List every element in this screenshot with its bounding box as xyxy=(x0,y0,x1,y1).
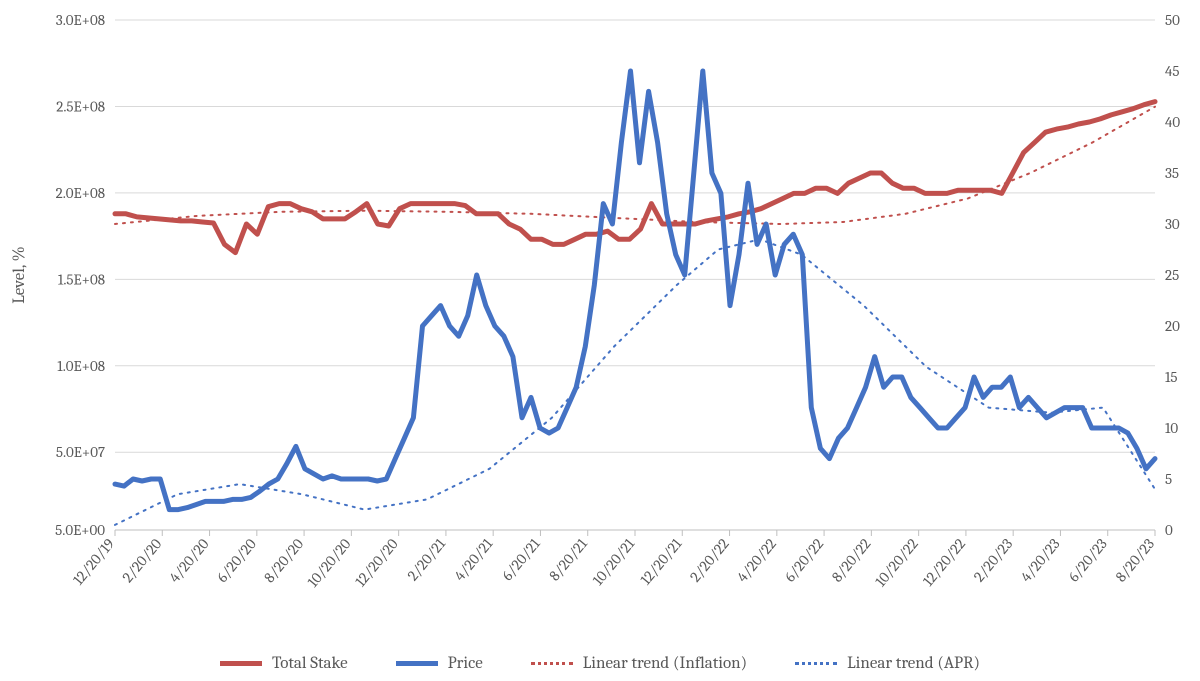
svg-text:15: 15 xyxy=(1165,368,1178,386)
svg-text:10/20/20: 10/20/20 xyxy=(304,535,355,591)
svg-text:2/20/23: 2/20/23 xyxy=(970,535,1016,585)
legend-swatch-trend-apr xyxy=(795,662,837,665)
svg-text:8/20/21: 8/20/21 xyxy=(545,535,591,585)
svg-text:12/20/19: 12/20/19 xyxy=(69,535,118,588)
svg-text:35: 35 xyxy=(1165,164,1179,182)
svg-text:0: 0 xyxy=(1165,521,1173,539)
svg-text:4/20/23: 4/20/23 xyxy=(1017,535,1064,586)
svg-text:2/20/21: 2/20/21 xyxy=(404,535,450,585)
legend-item-total-stake: Total Stake xyxy=(220,654,348,673)
svg-text:40: 40 xyxy=(1165,113,1180,131)
legend-item-trend-apr: Linear trend (APR) xyxy=(795,654,980,673)
svg-text:Level, %: Level, % xyxy=(10,246,29,303)
svg-text:10/20/22: 10/20/22 xyxy=(871,535,921,590)
svg-text:8/20/23: 8/20/23 xyxy=(1112,535,1159,586)
svg-text:12/20/20: 12/20/20 xyxy=(351,535,402,590)
svg-text:12/20/21: 12/20/21 xyxy=(636,535,685,589)
legend-item-trend-inflation: Linear trend (Inflation) xyxy=(531,654,747,673)
svg-text:12/20/22: 12/20/22 xyxy=(919,535,969,590)
legend-label: Linear trend (APR) xyxy=(847,654,980,673)
svg-text:20: 20 xyxy=(1165,317,1180,335)
svg-text:8/20/20: 8/20/20 xyxy=(260,535,307,586)
svg-text:50: 50 xyxy=(1165,11,1180,29)
svg-text:3.0E+08: 3.0E+08 xyxy=(56,11,105,29)
svg-text:6/20/20: 6/20/20 xyxy=(213,535,260,586)
svg-text:6/20/21: 6/20/21 xyxy=(498,535,544,585)
svg-text:5: 5 xyxy=(1165,470,1172,488)
legend: Total Stake Price Linear trend (Inflatio… xyxy=(0,654,1200,673)
legend-swatch-price xyxy=(396,661,438,666)
svg-text:4/20/21: 4/20/21 xyxy=(451,535,497,585)
legend-label: Price xyxy=(448,654,483,673)
svg-text:10: 10 xyxy=(1165,419,1178,437)
svg-text:4/20/20: 4/20/20 xyxy=(166,535,213,586)
svg-text:2.5E+08: 2.5E+08 xyxy=(56,97,105,115)
svg-text:2/20/20: 2/20/20 xyxy=(118,535,165,586)
svg-text:6/20/22: 6/20/22 xyxy=(781,535,827,585)
legend-swatch-trend-inflation xyxy=(531,662,573,665)
chart-svg: 5.0E+00 5.0E+07 1.0E+08 1.5E+08 2.0E+08 2.5E+… xyxy=(0,0,1200,681)
svg-text:45: 45 xyxy=(1165,62,1180,80)
svg-text:4/20/22: 4/20/22 xyxy=(733,535,780,586)
chart-container: 5.0E+00 5.0E+07 1.0E+08 1.5E+08 2.0E+08 2.5E+… xyxy=(0,0,1200,681)
svg-text:8/20/22: 8/20/22 xyxy=(828,535,875,586)
legend-label: Linear trend (Inflation) xyxy=(583,654,747,673)
svg-text:25: 25 xyxy=(1165,266,1179,284)
legend-label: Total Stake xyxy=(272,654,348,673)
svg-text:1.0E+08: 1.0E+08 xyxy=(57,357,105,375)
svg-text:5.0E+07: 5.0E+07 xyxy=(56,443,105,461)
svg-text:6/20/23: 6/20/23 xyxy=(1064,535,1110,585)
legend-swatch-total-stake xyxy=(220,661,262,666)
svg-text:10/20/21: 10/20/21 xyxy=(589,535,639,589)
legend-item-price: Price xyxy=(396,654,483,673)
svg-text:1.5E+08: 1.5E+08 xyxy=(58,270,105,288)
svg-text:2.0E+08: 2.0E+08 xyxy=(56,184,105,202)
svg-text:5.0E+00: 5.0E+00 xyxy=(55,521,105,539)
svg-text:2/20/22: 2/20/22 xyxy=(686,535,732,585)
svg-text:30: 30 xyxy=(1165,215,1180,233)
